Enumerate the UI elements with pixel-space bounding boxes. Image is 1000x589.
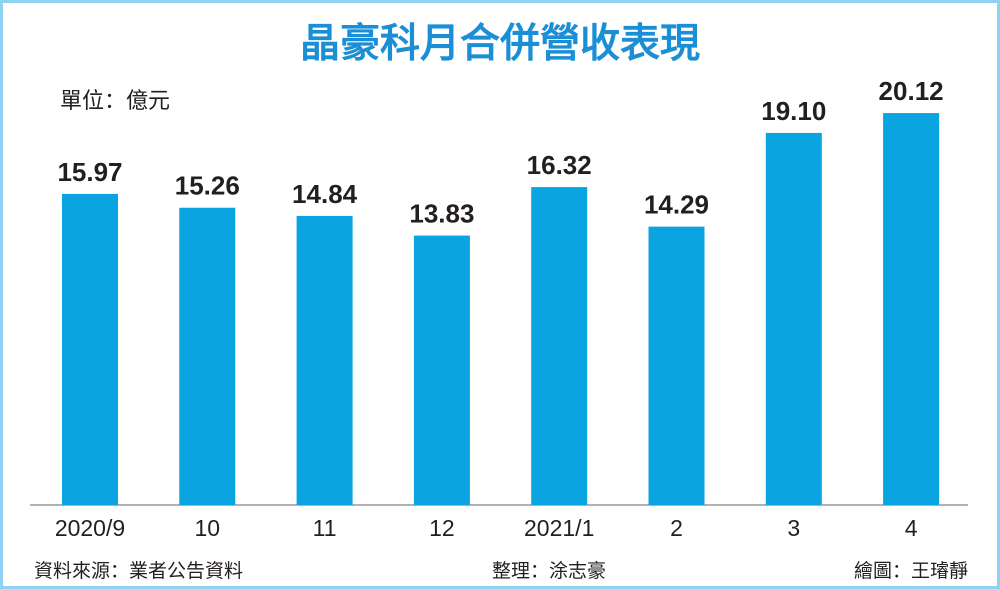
drawn-note: 繪圖：王璿靜 xyxy=(854,560,968,582)
bar xyxy=(765,132,822,505)
bar xyxy=(296,215,353,505)
x-tick-label: 4 xyxy=(905,515,918,541)
source-note: 資料來源：業者公告資料 xyxy=(34,560,243,582)
x-tick-label: 11 xyxy=(313,515,337,541)
x-tick-label: 2 xyxy=(670,515,683,541)
bar xyxy=(648,226,705,505)
value-label: 14.84 xyxy=(292,179,358,209)
unit-label: 單位：億元 xyxy=(60,88,170,113)
bar xyxy=(883,113,940,505)
bar xyxy=(62,193,118,505)
value-label: 16.32 xyxy=(527,150,592,180)
x-tick-label: 3 xyxy=(787,515,800,541)
value-label: 14.29 xyxy=(644,190,709,220)
x-tick-label: 12 xyxy=(429,515,455,541)
bar xyxy=(413,235,470,505)
value-label: 19.10 xyxy=(761,96,826,126)
x-tick-label: 10 xyxy=(195,515,221,541)
chart-title: 晶豪科月合併營收表現 xyxy=(300,22,700,66)
bar xyxy=(179,207,236,505)
bar xyxy=(531,187,588,505)
value-label: 15.26 xyxy=(175,171,240,201)
x-tick-label: 2021/1 xyxy=(524,515,594,541)
value-label: 13.83 xyxy=(409,198,474,228)
x-tick-label: 2020/9 xyxy=(55,515,125,541)
value-label: 20.12 xyxy=(879,76,944,106)
compiled-note: 整理：涂志豪 xyxy=(492,560,606,582)
value-label: 15.97 xyxy=(57,157,122,187)
